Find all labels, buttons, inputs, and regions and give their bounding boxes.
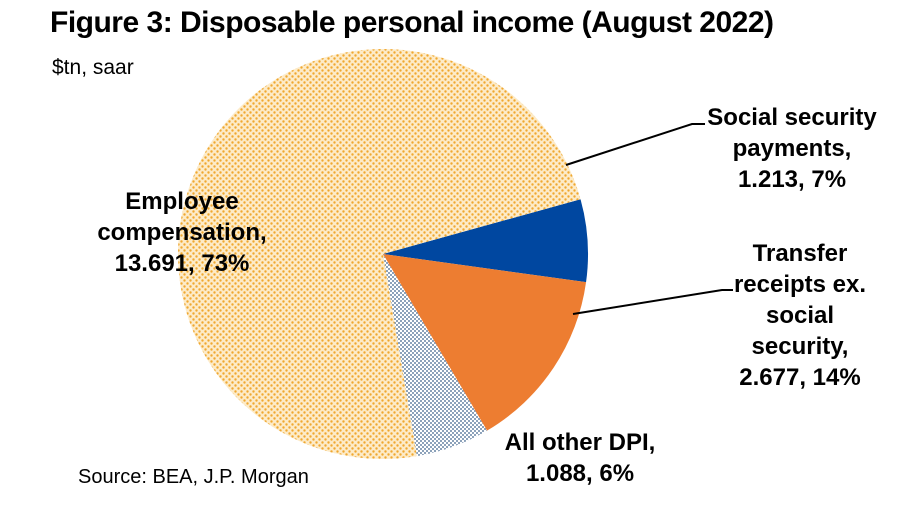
label-transfer-receipts-line: social (766, 302, 834, 329)
label-employee-compensation-line: Employee (125, 188, 238, 215)
chart-source: Source: BEA, J.P. Morgan (78, 466, 309, 488)
label-all-other-dpi-line: 1.088, 6% (526, 460, 634, 487)
slice-transfer-receipts (383, 254, 587, 431)
label-transfer-receipts-line: 2.677, 14% (739, 364, 860, 391)
slice-employee-compensation (177, 48, 581, 459)
leader-line (572, 289, 733, 315)
label-transfer-receipts-line: security, (752, 333, 849, 360)
slice-social-security (383, 199, 588, 283)
label-social-security-line: payments, (733, 135, 852, 162)
label-social-security: Social security payments, 1.213, 7% (707, 104, 877, 193)
label-employee-compensation-line: 13.691, 73% (115, 250, 250, 277)
label-employee-compensation-line: compensation, (97, 219, 266, 246)
chart-title: Figure 3: Disposable personal income (Au… (50, 6, 774, 39)
label-social-security-line: Social security (707, 104, 877, 131)
label-all-other-dpi-line: All other DPI, (505, 429, 656, 456)
label-all-other-dpi: All other DPI, 1.088, 6% (505, 429, 656, 487)
label-transfer-receipts-line: receipts ex. (734, 271, 866, 298)
label-social-security-line: 1.213, 7% (738, 166, 846, 193)
label-transfer-receipts-line: Transfer (753, 240, 848, 267)
chart-subtitle: $tn, saar (52, 56, 134, 79)
slice-all-other-dpi (383, 254, 488, 457)
label-employee-compensation: Employee compensation, 13.691, 73% (97, 188, 266, 277)
leader-line (565, 123, 705, 166)
label-transfer-receipts: Transfer receipts ex. social security, 2.677… (734, 240, 866, 391)
